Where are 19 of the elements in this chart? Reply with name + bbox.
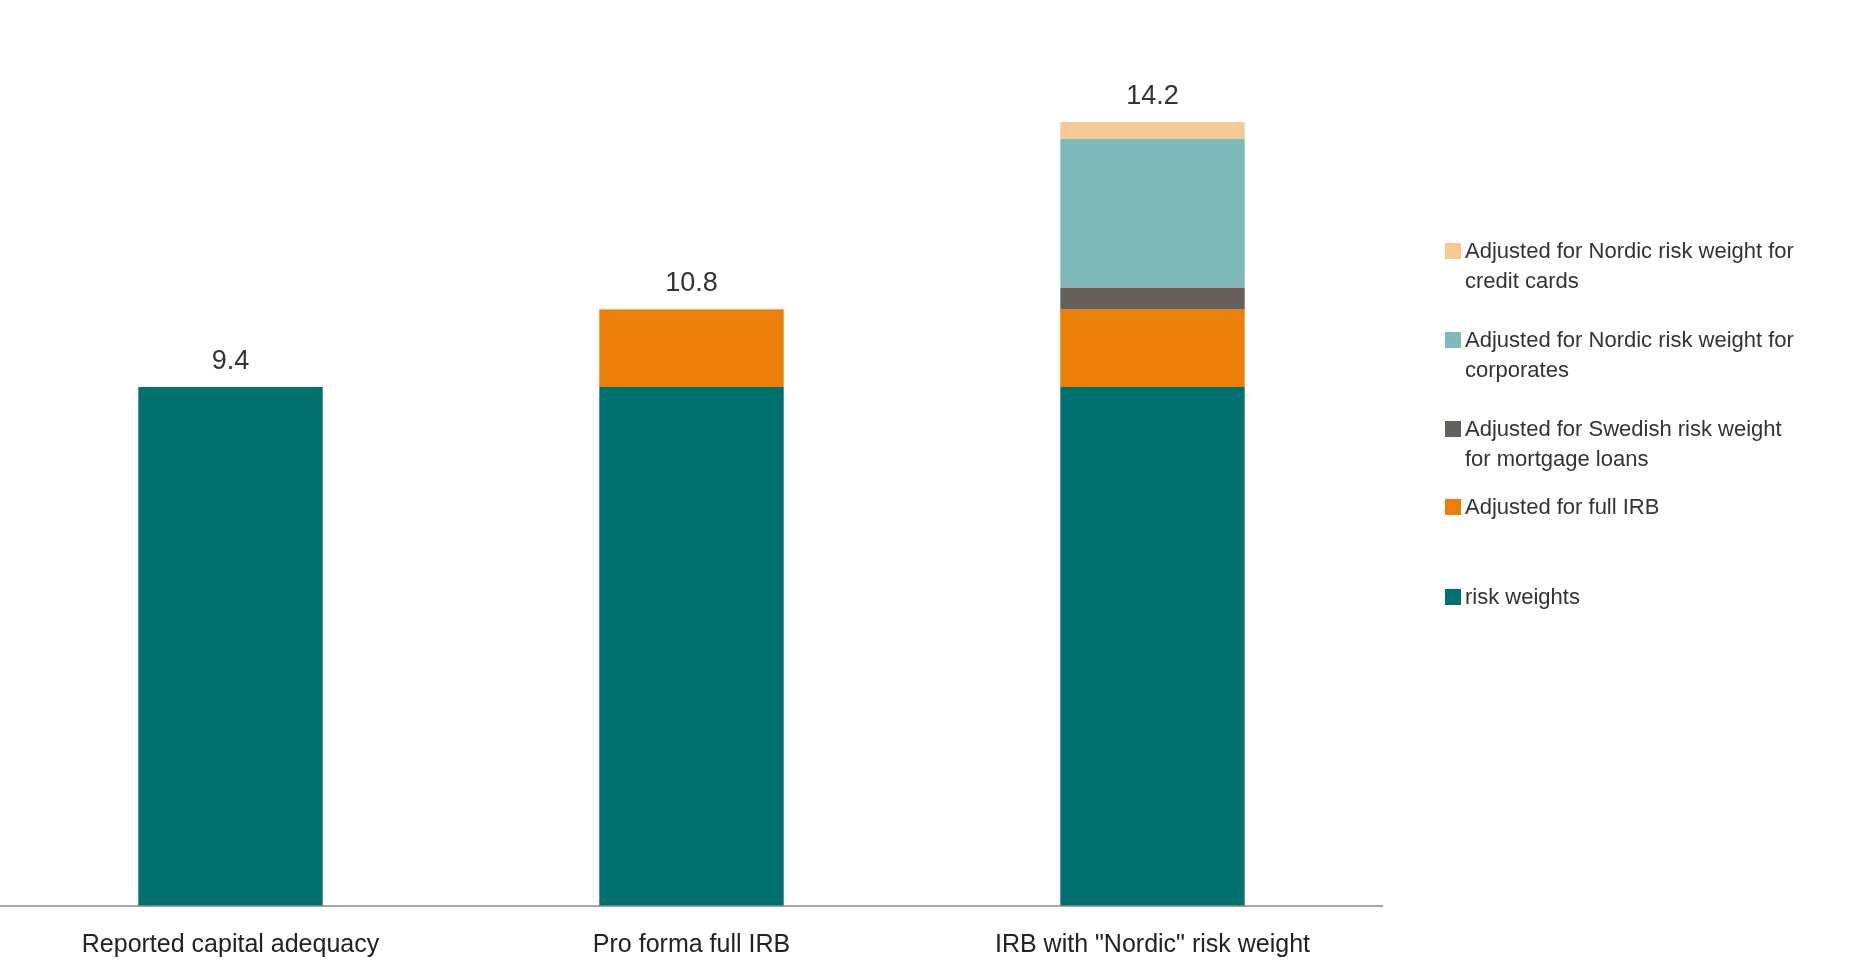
bar — [599, 386, 784, 906]
legend-label: Adjusted for Nordic risk weight for credit cards — [1465, 238, 1794, 293]
legend-label: risk weights — [1465, 584, 1580, 609]
bar — [1060, 386, 1245, 906]
legend-label: Adjusted for Swedish risk weight for mortgage loans — [1465, 416, 1782, 471]
bar — [138, 386, 323, 906]
annotation: 9.4 — [211, 344, 250, 375]
bar — [599, 309, 784, 387]
x-tick-label: IRB with "Nordic" risk weight — [994, 928, 1311, 957]
x-tick-label: Pro forma full IRB — [592, 928, 791, 957]
bar — [1060, 309, 1245, 387]
bar — [1060, 287, 1245, 310]
annotation: 10.8 — [665, 267, 718, 298]
legend-label: Adjusted for full IRB — [1465, 494, 1660, 519]
bar — [1060, 122, 1245, 139]
annotation: 14.2 — [1126, 80, 1179, 110]
bar — [1060, 138, 1245, 288]
x-tick-label: Reported capital adequacy — [81, 928, 380, 957]
legend-label: Adjusted for Nordic risk weight for corporates — [1465, 327, 1794, 382]
